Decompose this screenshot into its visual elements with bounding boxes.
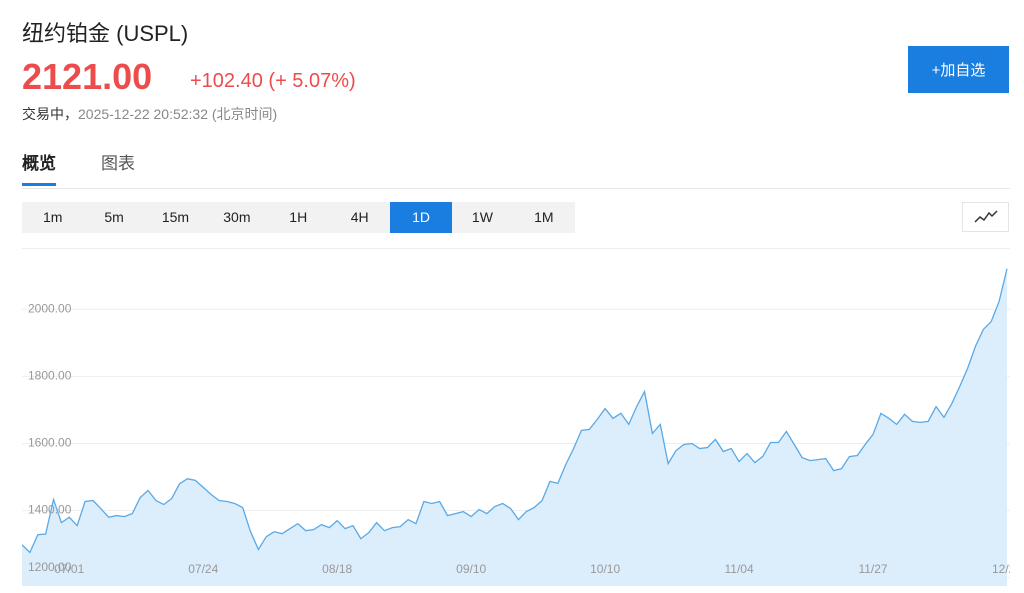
area xyxy=(22,268,1007,586)
y-tick-label: 1600.00 xyxy=(28,436,72,450)
y-tick-label: 1400.00 xyxy=(28,503,72,517)
tab[interactable]: 图表 xyxy=(101,154,135,173)
timestamp: 2025-12-22 20:52:32 (北京时间) xyxy=(78,106,278,122)
interval-button[interactable]: 4H xyxy=(350,209,369,225)
interval-button[interactable]: 1W xyxy=(471,209,493,225)
x-tick-label: 11/27 xyxy=(858,562,887,576)
x-tick-label: 08/18 xyxy=(322,562,352,576)
interval-button[interactable]: 1m xyxy=(42,209,63,225)
y-tick-label: 1200.00 xyxy=(28,560,72,574)
x-tick-label: 12/22 xyxy=(992,562,1010,576)
icon-line xyxy=(974,210,998,223)
interval-button[interactable]: 1M xyxy=(534,209,554,225)
title: 纽约铂金 (USPL) xyxy=(22,21,189,46)
interval-button[interactable]: 30m xyxy=(223,209,251,225)
interval-button[interactable]: 1D xyxy=(390,202,452,233)
interval-button[interactable]: 1H xyxy=(289,209,308,225)
tabs: 概览 图表 xyxy=(22,150,135,188)
divider xyxy=(22,188,1010,189)
interval-button[interactable]: 15m xyxy=(161,209,190,225)
interval-button[interactable]: 5m xyxy=(104,209,124,225)
trading-status: 交易中， xyxy=(22,106,78,122)
x-tick-label: 09/10 xyxy=(456,562,486,576)
add-watchlist-button[interactable]: +加自选 xyxy=(908,46,1009,93)
price: 2121.00 xyxy=(22,56,153,97)
x-tick-label: 11/04 xyxy=(725,562,754,576)
y-tick-label: 2000.00 xyxy=(28,302,72,316)
interval-bar: 1m 5m 15m 30m 1H 4H 1D 1W 1M xyxy=(22,202,575,233)
tab[interactable]: 概览 xyxy=(22,150,56,186)
chart: 1200.00 1400.00 1600.00 1800.00 2000.00 07/01… xyxy=(22,248,1010,586)
x-tick-label: 10/10 xyxy=(590,562,620,576)
x-tick-label: 07/24 xyxy=(188,562,218,576)
chart-type-icon xyxy=(974,210,998,223)
x-tick-label: 07/01 xyxy=(54,562,84,576)
line xyxy=(22,268,1008,554)
y-tick-label: 1800.00 xyxy=(28,369,72,383)
price-change: +102.40 (+ 5.07%) xyxy=(190,70,356,92)
status: 交易中，2025-12-22 20:52:32 (北京时间) xyxy=(22,104,277,124)
chart-type-button[interactable] xyxy=(962,202,1009,232)
